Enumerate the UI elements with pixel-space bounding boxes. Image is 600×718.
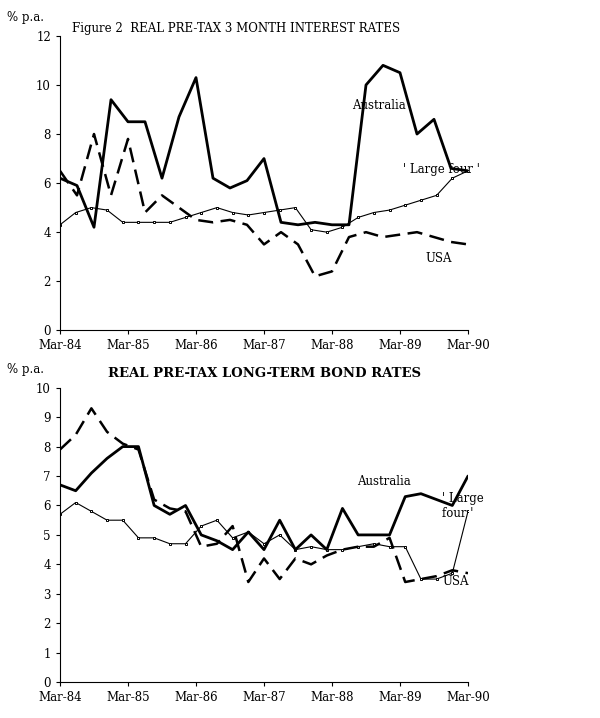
Text: USA: USA bbox=[425, 251, 452, 265]
Title: REAL PRE-TAX LONG-TERM BOND RATES: REAL PRE-TAX LONG-TERM BOND RATES bbox=[107, 367, 421, 380]
Text: Australia: Australia bbox=[358, 475, 411, 488]
Text: ' Large four ': ' Large four ' bbox=[403, 163, 480, 177]
Text: Figure 2  REAL PRE-TAX 3 MONTH INTEREST RATES: Figure 2 REAL PRE-TAX 3 MONTH INTEREST R… bbox=[72, 22, 400, 34]
Text: % p.a.: % p.a. bbox=[7, 363, 44, 376]
Text: USA: USA bbox=[443, 575, 469, 588]
Text: ' Large
four ': ' Large four ' bbox=[443, 493, 484, 521]
Text: % p.a.: % p.a. bbox=[7, 11, 44, 24]
Text: Australia: Australia bbox=[352, 100, 406, 113]
